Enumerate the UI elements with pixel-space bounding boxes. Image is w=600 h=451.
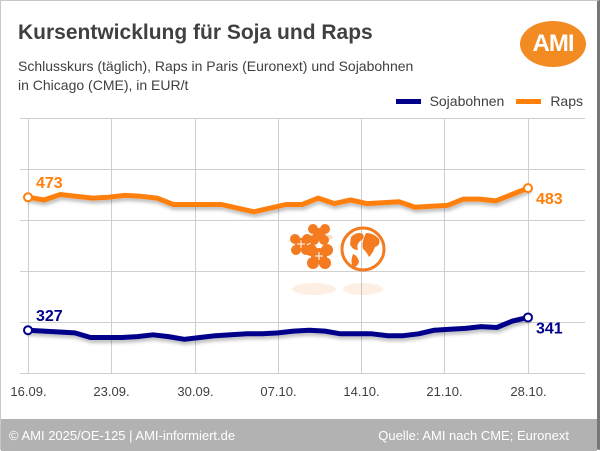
legend-swatch-sojabohnen	[395, 98, 421, 104]
start-value-label-raps: 473	[36, 175, 63, 192]
flower-reflection	[292, 283, 336, 295]
legend-item-raps: Raps	[516, 93, 583, 109]
watermark-icons	[290, 224, 386, 295]
globe-icon	[340, 226, 386, 295]
start-marker-sojabohnen	[23, 325, 33, 336]
legend-label-raps: Raps	[550, 93, 583, 109]
line-chart: 16.09. 23.09. 30.09. 07.10. 14.10. 21.10. 28.1…	[10, 118, 585, 399]
legend-label-sojabohnen: Sojabohnen	[429, 93, 505, 109]
legend-swatch-raps	[516, 98, 542, 104]
end-marker-sojabohnen	[523, 312, 533, 323]
end-marker-raps	[523, 183, 533, 194]
x-tick-label: 30.09.	[177, 384, 213, 399]
series-line-raps	[25, 185, 531, 215]
end-value-label-sojabohnen: 341	[536, 320, 563, 337]
series-line-sojabohnen	[25, 314, 531, 342]
ami-logo: AMI	[520, 21, 586, 67]
x-tick-label: 14.10.	[343, 384, 379, 399]
chart-subtitle: Schlusskurs (täglich), Raps in Paris (Eu…	[18, 57, 488, 95]
x-tick-label: 07.10.	[260, 384, 296, 399]
end-value-label-raps: 483	[536, 191, 563, 208]
x-tick-label: 28.10.	[510, 384, 546, 399]
footer: © AMI 2025/OE-125 | AMI-informiert.de Qu…	[1, 419, 597, 451]
flower-cluster-icon	[290, 224, 333, 269]
x-tick-label: 16.09.	[10, 384, 46, 399]
footer-source: Quelle: AMI nach CME; Euronext	[378, 427, 569, 443]
chart-title: Kursentwicklung für Soja und Raps	[18, 21, 373, 44]
grid: 16.09. 23.09. 30.09. 07.10. 14.10. 21.10. 28.1…	[10, 118, 585, 399]
x-tick-label: 21.10.	[426, 384, 462, 399]
start-value-label-sojabohnen: 327	[36, 308, 63, 325]
legend: Sojabohnen Raps	[384, 93, 583, 109]
subtitle-line-2: in Chicago (CME), in EUR/t	[18, 77, 189, 93]
subtitle-line-1: Schlusskurs (täglich), Raps in Paris (Eu…	[18, 58, 414, 74]
legend-item-sojabohnen: Sojabohnen	[395, 93, 505, 109]
start-marker-raps	[23, 192, 33, 203]
x-tick-label: 23.09.	[93, 384, 129, 399]
footer-copyright: © AMI 2025/OE-125 | AMI-informiert.de	[9, 427, 236, 443]
